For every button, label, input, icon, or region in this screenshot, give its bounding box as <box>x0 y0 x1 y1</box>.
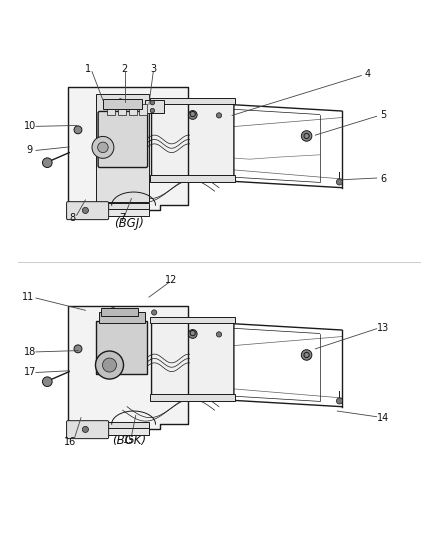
Text: 11: 11 <box>22 292 35 302</box>
Circle shape <box>82 426 88 432</box>
Text: 15: 15 <box>123 434 135 445</box>
Circle shape <box>42 158 52 167</box>
Text: 2: 2 <box>122 63 128 74</box>
Bar <box>107 104 115 115</box>
Circle shape <box>152 310 157 315</box>
Text: (BGJ): (BGJ) <box>114 217 144 230</box>
Circle shape <box>150 101 155 105</box>
Circle shape <box>74 126 82 134</box>
Bar <box>118 104 126 115</box>
Circle shape <box>102 358 117 372</box>
Circle shape <box>190 330 195 336</box>
Text: 10: 10 <box>24 122 36 131</box>
Circle shape <box>188 329 197 338</box>
Text: 5: 5 <box>380 110 386 120</box>
Bar <box>68 428 149 435</box>
Circle shape <box>92 136 114 158</box>
Text: 16: 16 <box>64 437 76 447</box>
Bar <box>150 317 235 324</box>
Text: 8: 8 <box>69 213 75 223</box>
Text: 12: 12 <box>165 274 177 285</box>
Circle shape <box>95 351 124 379</box>
FancyBboxPatch shape <box>67 421 109 439</box>
Text: 17: 17 <box>24 367 36 377</box>
Text: 3: 3 <box>150 63 156 74</box>
Circle shape <box>336 179 343 185</box>
Text: 13: 13 <box>377 323 389 333</box>
Bar <box>99 312 145 324</box>
Bar <box>68 422 149 431</box>
Circle shape <box>110 308 117 314</box>
Text: 6: 6 <box>380 174 386 184</box>
Circle shape <box>216 113 222 118</box>
Text: 4: 4 <box>365 69 371 79</box>
Circle shape <box>42 377 52 386</box>
Circle shape <box>98 142 108 152</box>
FancyBboxPatch shape <box>98 111 148 167</box>
Bar <box>101 308 138 316</box>
Bar <box>150 393 235 400</box>
Circle shape <box>118 99 123 103</box>
FancyBboxPatch shape <box>67 201 109 220</box>
Circle shape <box>304 352 309 358</box>
Circle shape <box>304 133 309 139</box>
Circle shape <box>301 350 312 360</box>
Circle shape <box>121 108 124 111</box>
Circle shape <box>190 111 195 117</box>
Bar <box>139 104 147 115</box>
Text: 14: 14 <box>377 413 389 423</box>
Circle shape <box>216 332 222 337</box>
Circle shape <box>82 207 88 214</box>
Bar <box>150 98 235 104</box>
Bar <box>150 174 235 182</box>
Circle shape <box>336 398 343 404</box>
Bar <box>145 100 164 113</box>
FancyBboxPatch shape <box>152 101 234 181</box>
FancyBboxPatch shape <box>152 319 234 400</box>
Text: 18: 18 <box>24 347 36 357</box>
Bar <box>68 203 149 212</box>
Circle shape <box>188 110 197 119</box>
Text: 7: 7 <box>120 213 126 223</box>
Text: 1: 1 <box>85 63 91 74</box>
Polygon shape <box>68 306 188 429</box>
Polygon shape <box>68 87 188 209</box>
Bar <box>103 99 142 109</box>
Bar <box>129 104 137 115</box>
Text: (BGK): (BGK) <box>112 434 146 447</box>
Bar <box>96 94 149 201</box>
Bar <box>96 321 147 374</box>
Bar <box>68 209 149 216</box>
Text: 9: 9 <box>27 146 33 156</box>
Circle shape <box>74 345 82 353</box>
Circle shape <box>150 108 155 113</box>
Circle shape <box>301 131 312 141</box>
